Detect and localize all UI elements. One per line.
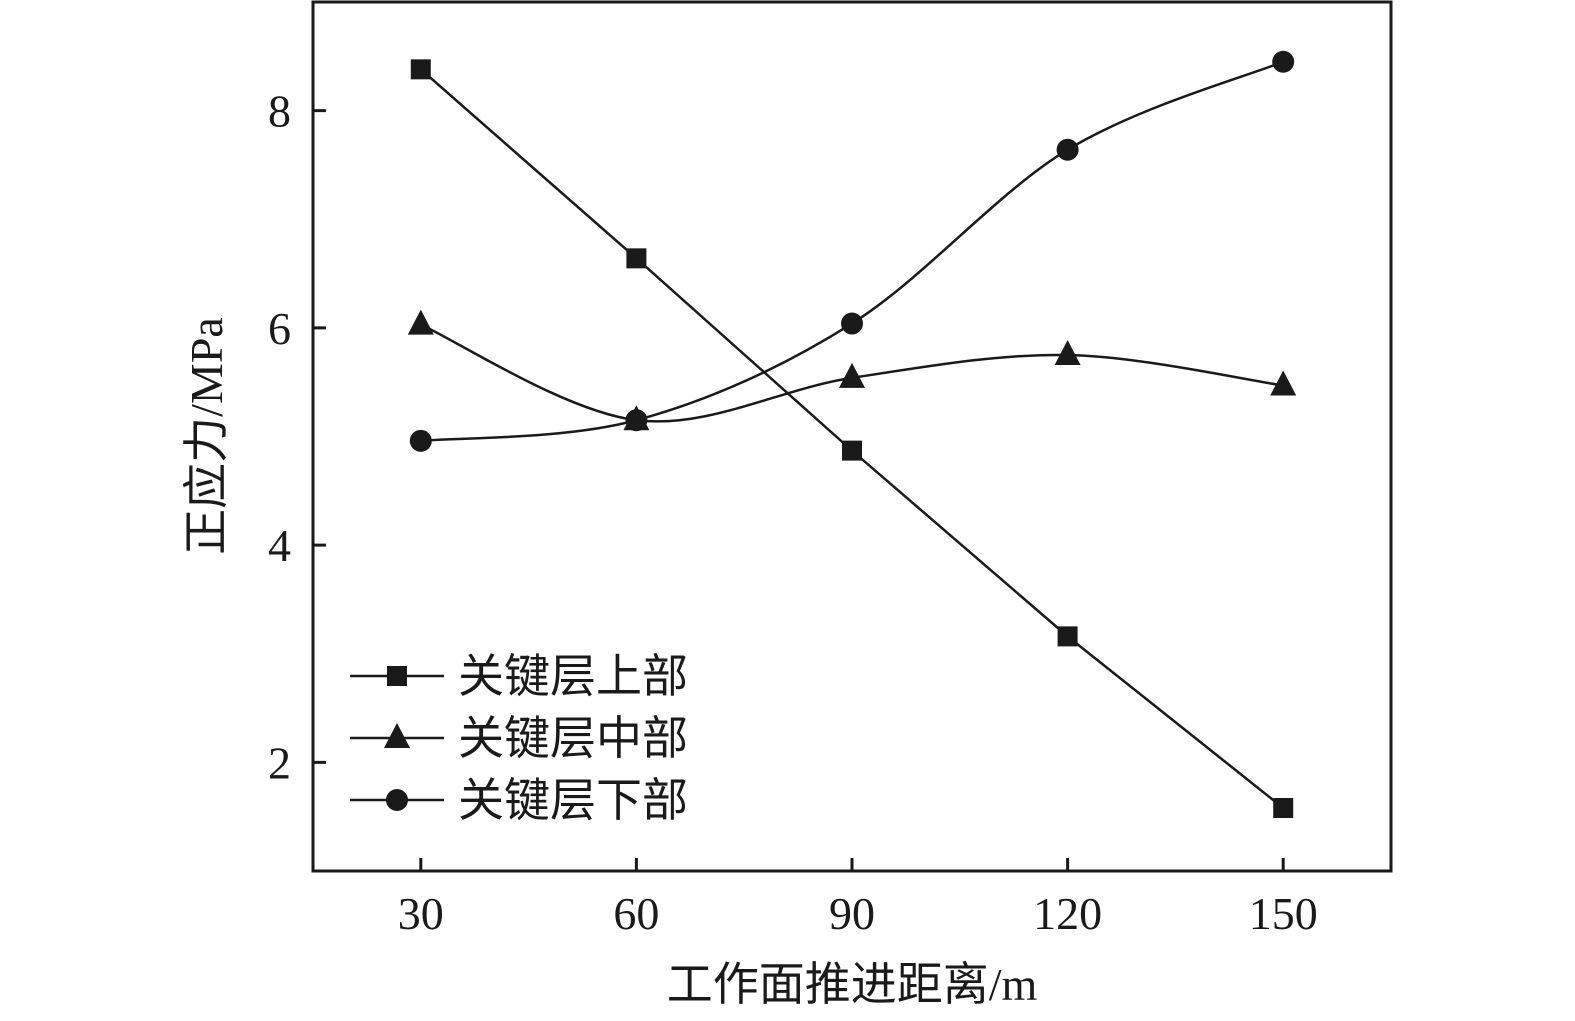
x-tick-label: 90 [829,888,875,939]
legend-marker-1 [387,666,407,686]
data-point-series-3 [409,429,432,452]
x-tick-label: 120 [1033,888,1102,939]
y-tick-label: 6 [268,303,291,354]
data-point-series-2 [1270,370,1297,396]
data-point-series-1 [410,59,431,80]
x-tick-label: 60 [613,888,659,939]
legend-marker-2 [384,723,410,748]
series-markers [407,50,1297,818]
axis-ticks: 30 60 90 120 150 2 4 6 8 [268,86,1318,939]
y-tick-label: 8 [268,86,291,137]
x-tick-label: 150 [1249,888,1318,939]
legend-marker-3 [386,789,408,811]
data-point-series-1 [626,248,647,269]
data-point-series-1 [1273,797,1294,818]
data-point-series-1 [1057,626,1078,647]
data-point-series-3 [625,409,648,432]
data-point-series-1 [842,440,862,461]
x-tick-label: 30 [398,888,444,939]
legend-label-1: 关键层上部 [458,651,688,702]
legend-label-2: 关键层中部 [458,713,688,764]
data-point-series-3 [1272,50,1295,73]
y-axis-title: 正应力/MPa [181,317,232,555]
data-point-series-3 [841,312,863,335]
data-point-series-2 [839,362,865,388]
data-point-series-3 [1056,138,1079,161]
data-point-series-2 [407,309,434,335]
data-point-series-2 [1054,340,1081,366]
legend-label-3: 关键层下部 [458,775,688,826]
y-tick-label: 4 [268,520,291,571]
x-axis-title: 工作面推进距离/m [667,959,1038,1010]
y-tick-label: 2 [268,737,291,788]
